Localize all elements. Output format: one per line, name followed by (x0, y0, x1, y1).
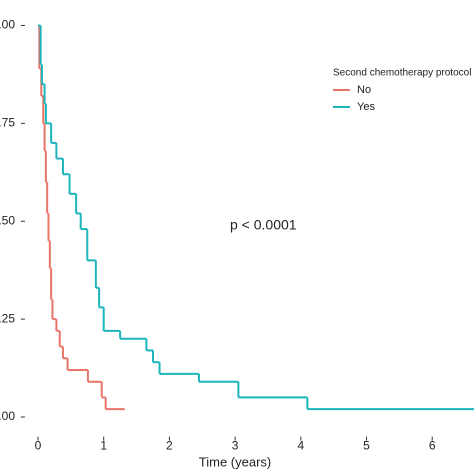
y-tick-label: 0.25 (0, 311, 15, 325)
y-tick-label: 1.00 (0, 18, 15, 32)
y-tick-label: 0.50 (0, 213, 15, 227)
legend-label: Yes (357, 101, 375, 113)
legend-label: No (357, 84, 371, 96)
y-tick-label: 0.75 (0, 116, 15, 130)
x-tick-label: 1 (100, 439, 107, 453)
p-value: p < 0.0001 (230, 217, 297, 233)
x-tick-label: 0 (35, 439, 42, 453)
x-tick-label: 3 (232, 439, 239, 453)
y-tick-label: 0.00 (0, 409, 15, 423)
x-tick-label: 6 (429, 439, 436, 453)
x-axis-label: Time (years) (199, 454, 271, 469)
x-tick-label: 5 (363, 439, 370, 453)
x-tick-label: 2 (166, 439, 173, 453)
x-tick-label: 4 (297, 439, 304, 453)
legend-title: Second chemotherapy protocol (333, 68, 471, 79)
